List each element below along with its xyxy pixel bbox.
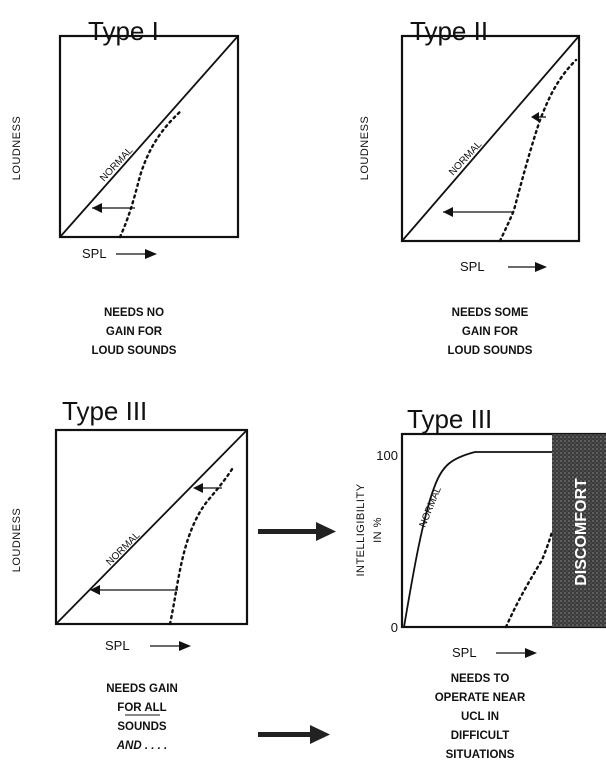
svg-text:INTELLIGIBILITY: INTELLIGIBILITY: [355, 483, 367, 576]
caption: NEEDS SOME GAIN FOR LOUD SOUNDS: [448, 307, 533, 357]
connector-arrow-upper: [258, 522, 336, 541]
normal-label: NORMAL: [98, 145, 136, 184]
svg-text:OPERATE NEAR: OPERATE NEAR: [435, 692, 526, 704]
svg-text:GAIN FOR: GAIN FOR: [462, 326, 519, 338]
panel-title: Type III: [407, 404, 492, 434]
panel-type-2: Type II LOUDNESS NORMAL SPL NEEDS SOME G…: [359, 16, 581, 357]
svg-text:DIFFICULT: DIFFICULT: [451, 730, 510, 742]
svg-text:AND . . . .: AND . . . .: [116, 740, 167, 752]
svg-text:NEEDS NO: NEEDS NO: [104, 307, 164, 319]
panel-title: Type III: [62, 396, 147, 426]
y-axis-label: INTELLIGIBILITY IN %: [355, 483, 384, 576]
svg-text:NEEDS GAIN: NEEDS GAIN: [106, 683, 178, 695]
y-axis-label: LOUDNESS: [11, 116, 23, 181]
x-axis-label: SPL: [460, 259, 485, 274]
panel-type-3-intelligibility: Type III DISCOMFORT INTELLIGIBILITY IN %…: [355, 404, 606, 761]
caption: NEEDS TO OPERATE NEAR UCL IN DIFFICULT S…: [435, 673, 526, 761]
plot-frame: [54, 428, 249, 626]
y-axis-label: LOUDNESS: [359, 116, 371, 181]
x-axis-arrow-head: [145, 249, 157, 259]
plot-frame: [58, 34, 240, 239]
svg-text:IN %: IN %: [372, 517, 384, 543]
svg-text:SITUATIONS: SITUATIONS: [446, 749, 515, 761]
small-gain-arrow-head: [193, 483, 203, 493]
svg-text:UCL IN: UCL IN: [461, 711, 499, 723]
svg-text:NEEDS SOME: NEEDS SOME: [452, 307, 529, 319]
normal-label: NORMAL: [104, 530, 142, 568]
connector-arrow-lower: [258, 725, 330, 744]
tick-0: 0: [391, 620, 398, 635]
panel-title: Type I: [88, 16, 159, 46]
panel-title: Type II: [410, 16, 488, 46]
x-axis-arrow-head: [535, 262, 547, 272]
normal-curve: [403, 451, 552, 628]
x-axis-label: SPL: [452, 645, 477, 660]
panel-type-1: Type I LOUDNESS NORMAL SPL NEEDS NO GAIN…: [11, 16, 240, 357]
impaired-curve: [118, 108, 184, 239]
discomfort-band: [552, 434, 606, 627]
x-axis-arrow-head: [179, 641, 191, 651]
x-axis-arrow-head: [525, 648, 537, 658]
plot-frame: [400, 34, 581, 243]
x-axis-label: SPL: [82, 246, 107, 261]
normal-curve: [59, 35, 239, 238]
normal-label: NORMAL: [447, 139, 485, 178]
x-axis-label: SPL: [105, 638, 130, 653]
impaired-curve: [504, 530, 554, 629]
plot-frame: [400, 432, 606, 629]
normal-label: NORMAL: [418, 485, 444, 529]
caption: NEEDS NO GAIN FOR LOUD SOUNDS: [92, 307, 177, 357]
svg-text:FOR ALL: FOR ALL: [117, 702, 166, 714]
tick-100: 100: [376, 448, 398, 463]
gain-arrow-head: [92, 203, 102, 213]
svg-text:LOUD SOUNDS: LOUD SOUNDS: [92, 345, 177, 357]
svg-text:SOUNDS: SOUNDS: [117, 721, 167, 733]
normal-curve: [55, 429, 248, 625]
impaired-curve: [168, 464, 236, 626]
panel-type-3-loudness: Type III LOUDNESS NORMAL SPL NEEDS GAIN …: [11, 396, 249, 752]
y-axis-label: LOUDNESS: [11, 508, 23, 573]
small-gain-arrow-head: [531, 112, 539, 122]
svg-text:NEEDS TO: NEEDS TO: [451, 673, 510, 685]
normal-curve: [401, 35, 580, 242]
impaired-curve: [498, 58, 578, 243]
caption: NEEDS GAIN FOR ALL SOUNDS AND . . . .: [106, 683, 178, 752]
svg-text:GAIN FOR: GAIN FOR: [106, 326, 163, 338]
gain-arrow-head: [90, 585, 100, 595]
gain-arrow-head: [443, 207, 453, 217]
svg-text:LOUD SOUNDS: LOUD SOUNDS: [448, 345, 533, 357]
discomfort-label: DISCOMFORT: [573, 478, 590, 586]
